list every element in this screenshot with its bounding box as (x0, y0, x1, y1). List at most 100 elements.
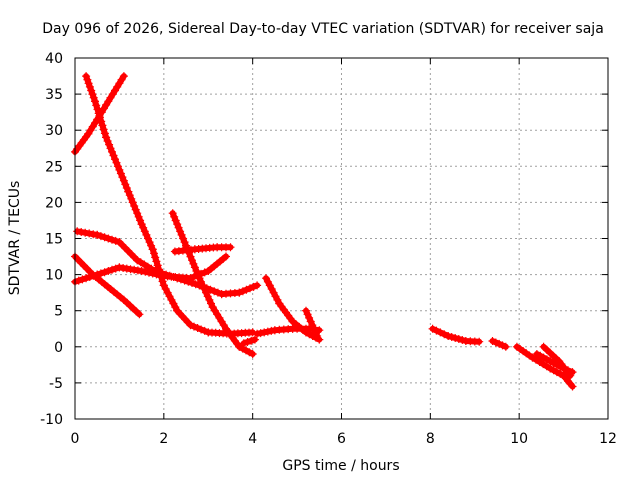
data-point-marker (552, 368, 561, 377)
y-tick-label: 30 (45, 123, 63, 139)
data-point-marker (498, 341, 507, 350)
data-point-marker (95, 113, 104, 122)
data-point-marker (193, 270, 202, 279)
chart-title: Day 096 of 2026, Sidereal Day-to-day VTE… (42, 21, 604, 37)
data-point-marker (200, 326, 209, 335)
data-point-marker (235, 342, 244, 351)
data-point-marker (84, 79, 93, 88)
y-tick-label: 10 (45, 268, 63, 284)
data-point-marker (491, 338, 500, 347)
series-track-k (302, 306, 322, 340)
data-point-marker (142, 230, 151, 239)
x-tick-label: 12 (599, 431, 617, 447)
data-point-marker (188, 256, 196, 265)
data-point-marker (77, 228, 86, 236)
data-point-marker (256, 329, 265, 338)
y-tick-label: 20 (45, 195, 63, 211)
data-point-marker (185, 248, 193, 257)
data-point-marker (306, 317, 315, 326)
data-point-marker (125, 191, 134, 200)
data-point-marker (163, 288, 172, 297)
data-point-marker (141, 267, 150, 276)
series-track-l (428, 324, 484, 346)
data-point-marker (127, 194, 136, 203)
data-point-marker (432, 326, 441, 335)
data-point-marker (112, 158, 121, 167)
data-point-marker (447, 333, 456, 341)
data-point-marker (119, 176, 128, 185)
data-point-marker (151, 253, 160, 262)
data-point-marker (495, 339, 504, 348)
data-point-marker (200, 285, 209, 293)
data-point-marker (428, 324, 437, 333)
data-point-marker (137, 220, 146, 229)
data-point-marker (186, 321, 195, 330)
series-track-b (82, 72, 257, 338)
data-point-marker (130, 202, 139, 210)
data-point-marker (239, 339, 248, 348)
data-point-marker (169, 299, 178, 308)
data-point-marker (102, 133, 111, 142)
data-point-marker (109, 151, 118, 160)
data-point-marker (313, 332, 322, 340)
data-point-marker (253, 329, 262, 338)
data-point-marker (238, 287, 247, 296)
data-point-marker (118, 173, 127, 182)
data-point-marker (303, 310, 312, 319)
data-point-marker (308, 321, 317, 330)
data-point-marker (173, 220, 182, 229)
data-point-marker (145, 238, 154, 247)
data-point-marker (193, 324, 202, 332)
data-point-marker (262, 274, 270, 283)
data-point-marker (192, 267, 201, 275)
data-point-marker (111, 236, 120, 245)
data-point-marker (243, 338, 252, 346)
y-tick-label: 35 (45, 87, 63, 103)
data-point-marker (100, 129, 109, 138)
data-point-marker (546, 364, 555, 373)
data-point-marker (549, 359, 558, 367)
data-point-marker (131, 205, 140, 214)
data-point-marker (436, 328, 445, 337)
data-point-marker (186, 274, 195, 283)
data-point-marker (100, 268, 109, 277)
data-point-marker (253, 281, 262, 290)
data-point-marker (135, 310, 144, 319)
data-point-marker (121, 180, 130, 189)
data-point-marker (180, 238, 189, 247)
data-point-marker (226, 243, 235, 252)
data-point-marker (189, 259, 198, 268)
data-point-marker (539, 353, 548, 362)
data-point-marker (147, 241, 156, 250)
data-point-marker (152, 270, 161, 279)
data-point-marker (96, 269, 105, 278)
data-point-marker (85, 82, 94, 91)
data-point-marker (98, 121, 107, 130)
data-point-marker (273, 295, 282, 304)
data-point-marker (167, 295, 176, 304)
data-point-marker (269, 288, 278, 297)
data-point-marker (458, 336, 467, 344)
data-point-marker (140, 227, 149, 236)
data-point-marker (108, 235, 116, 244)
data-point-marker (191, 280, 200, 289)
data-point-marker (119, 72, 128, 81)
data-point-marker (532, 350, 541, 358)
x-tick-label: 10 (510, 431, 528, 447)
series-track-p (539, 342, 575, 380)
data-point-marker (190, 263, 199, 272)
data-point-marker (145, 268, 153, 277)
data-point-marker (115, 165, 124, 174)
x-tick-label: 6 (337, 431, 346, 447)
data-point-marker (260, 328, 269, 337)
data-point-marker (78, 275, 87, 284)
data-point-marker (222, 252, 230, 261)
data-point-marker (210, 287, 219, 296)
data-point-marker (568, 382, 577, 391)
data-point-marker (133, 209, 142, 218)
data-point-marker (475, 337, 484, 346)
y-tick-label: -5 (49, 376, 63, 392)
data-point-marker (89, 93, 98, 102)
data-point-marker (104, 267, 113, 275)
data-point-marker (134, 212, 143, 221)
